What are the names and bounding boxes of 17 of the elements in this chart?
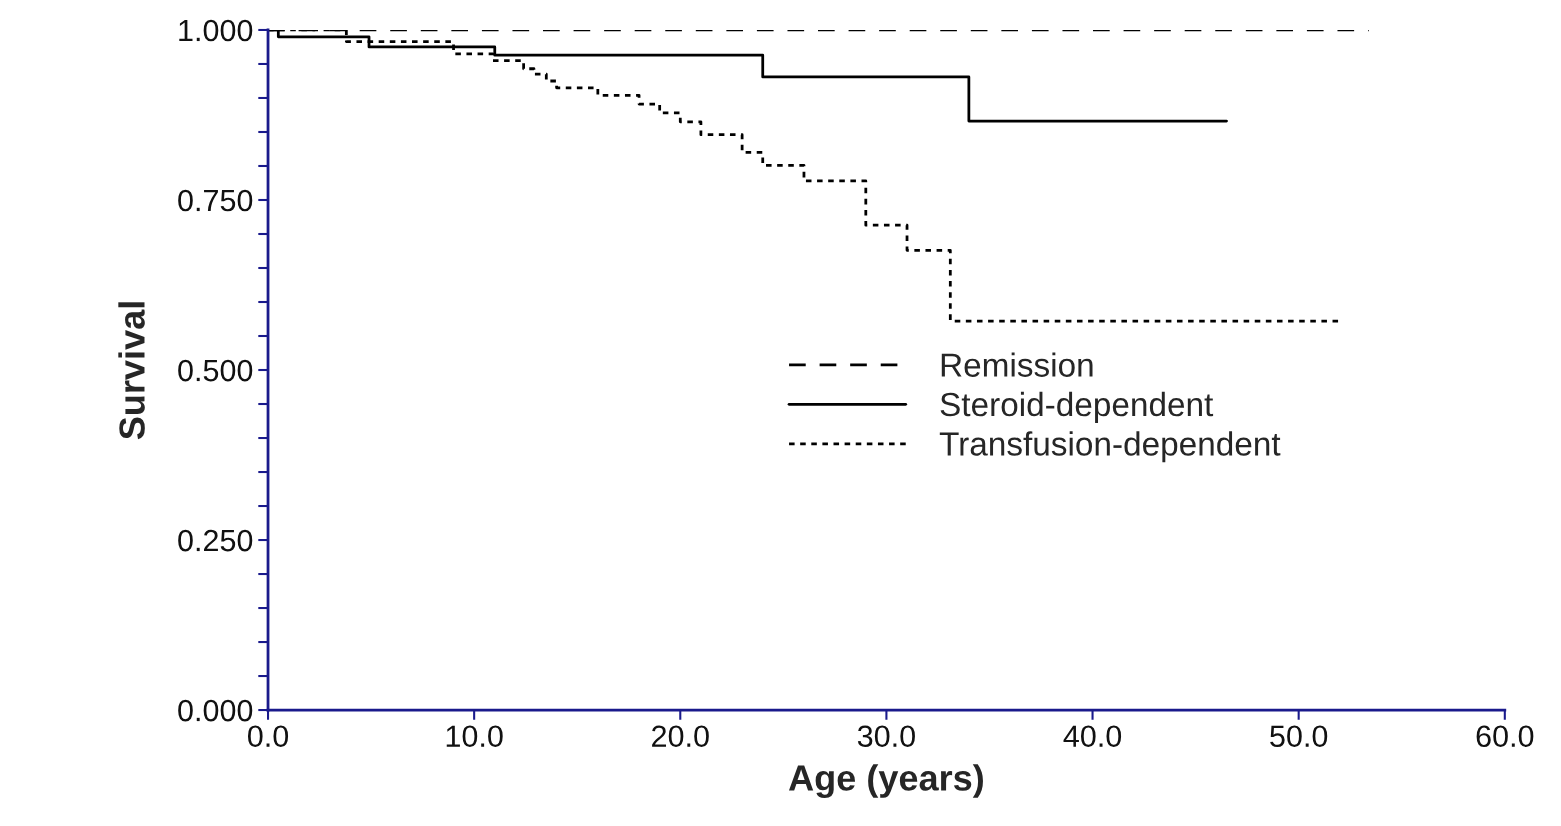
y-tick-label: 0.250: [178, 529, 253, 552]
y-tick-label: 0.750: [178, 189, 253, 212]
y-tick-label: 1.000: [179, 19, 253, 42]
y-tick-label: 0.500: [178, 359, 253, 382]
x-axis-title: Age (years): [788, 764, 983, 799]
legend-label: Remission: [941, 352, 1093, 377]
x-tick-label: 30.0: [857, 725, 915, 748]
x-tick-label: 40.0: [1063, 725, 1122, 748]
x-tick-label: 0.0: [247, 725, 289, 748]
x-tick-label: 20.0: [652, 725, 709, 748]
legend-label: Steroid-dependent: [940, 391, 1214, 423]
legend-label: Transfusion-dependent: [939, 431, 1281, 463]
y-axis-title: Survival: [118, 302, 145, 440]
y-tick-label: 0.000: [178, 699, 253, 722]
x-tick-label: 10.0: [446, 725, 503, 748]
x-tick-label: 50.0: [1270, 725, 1328, 748]
x-tick-label: 60.0: [1476, 725, 1534, 748]
